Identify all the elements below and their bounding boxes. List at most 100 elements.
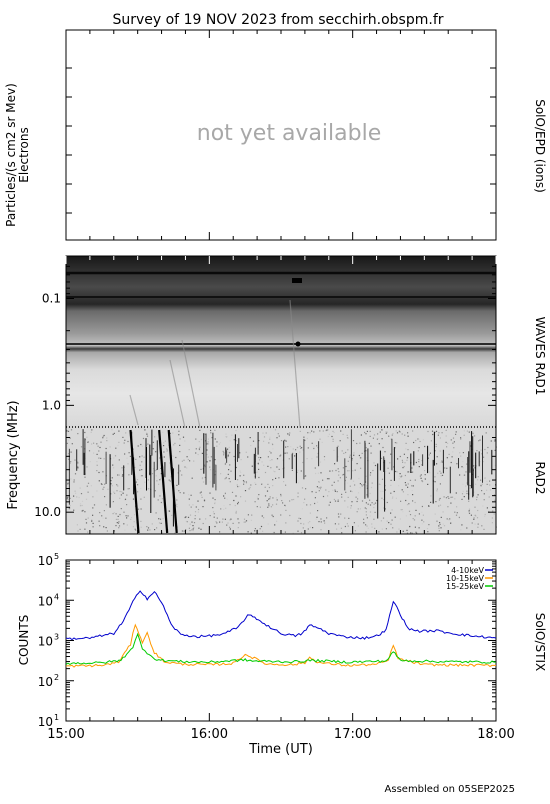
rad2-noise-dot bbox=[176, 506, 178, 508]
rad2-noise-dot bbox=[127, 515, 129, 517]
rad2-noise-dot bbox=[361, 485, 363, 487]
waves-yaxis: 0.1 1.0 10.0 bbox=[34, 265, 496, 519]
rad2-noise-dot bbox=[398, 528, 400, 530]
rad2-noise-dot bbox=[250, 445, 252, 447]
rad2-noise-dot bbox=[279, 455, 281, 457]
rad2-noise-dot bbox=[309, 526, 311, 528]
rad2-noise-dot bbox=[370, 452, 372, 454]
rad2-noise-dot bbox=[394, 442, 396, 444]
rad2-noise-dot bbox=[225, 433, 227, 435]
rad2-noise-dot bbox=[171, 514, 173, 516]
rad2-noise-dot bbox=[309, 432, 311, 434]
rad2-noise-dot bbox=[80, 493, 83, 495]
rad2-noise-dot bbox=[200, 491, 202, 493]
rad2-noise-dot bbox=[70, 478, 72, 480]
rad2-noise-dot bbox=[334, 523, 336, 525]
rad2-noise-dot bbox=[122, 436, 124, 438]
rad2-noise-dot bbox=[491, 517, 493, 519]
rad2-noise-dot bbox=[372, 437, 374, 439]
rad2-noise-dot bbox=[117, 515, 119, 517]
rad2-noise-dot bbox=[315, 491, 317, 493]
rad2-noise-dot bbox=[205, 518, 207, 520]
rad2-noise bbox=[66, 429, 497, 534]
rad2-noise-dot bbox=[67, 430, 70, 432]
rad2-noise-dot bbox=[213, 516, 215, 518]
rad2-noise-dot bbox=[382, 446, 384, 449]
rad2-noise-dot bbox=[201, 496, 203, 498]
rad2-noise-dot bbox=[91, 520, 93, 522]
rad2-noise-dot bbox=[245, 482, 248, 484]
rad2-noise-dot bbox=[280, 493, 282, 496]
rad2-noise-dot bbox=[288, 434, 290, 436]
rad2-noise-dot bbox=[435, 501, 437, 503]
rad2-noise-dot bbox=[87, 482, 90, 484]
rad2-noise-dot bbox=[269, 438, 271, 440]
rad2-noise-dot bbox=[179, 492, 181, 494]
rad2-noise-dot bbox=[118, 430, 120, 432]
rad2-noise-dot bbox=[96, 490, 98, 492]
rad2-noise-dot bbox=[400, 476, 402, 478]
rad2-noise-dot bbox=[125, 432, 127, 434]
rad2-noise-dot bbox=[455, 433, 457, 435]
rad2-noise-dot bbox=[297, 469, 299, 471]
waves-ytick-label: 0.1 bbox=[42, 292, 61, 306]
rad2-noise-dot bbox=[341, 493, 343, 495]
rad2-noise-dot bbox=[140, 443, 142, 446]
rad2-noise-dot bbox=[189, 530, 191, 532]
rad2-noise-dot bbox=[242, 480, 245, 482]
rad2-noise-dot bbox=[318, 490, 320, 492]
rad2-noise-dot bbox=[107, 488, 109, 490]
rad2-noise-dot bbox=[347, 437, 349, 439]
stix-ytick-label: 10 bbox=[38, 675, 53, 689]
rad2-noise-dot bbox=[460, 438, 462, 440]
rad2-noise-dot bbox=[218, 443, 220, 445]
rad2-noise-dot bbox=[163, 451, 165, 453]
rad2-noise-dot bbox=[243, 474, 245, 476]
rad2-noise-dot bbox=[402, 511, 404, 513]
rad2-noise-dot bbox=[103, 434, 105, 437]
rad2-noise-dot bbox=[350, 478, 352, 480]
rad2-noise-dot bbox=[126, 494, 128, 496]
rad2-noise-dot bbox=[448, 497, 450, 499]
rad2-noise-dot bbox=[160, 467, 162, 469]
stix-ytick-exponent: 1 bbox=[54, 713, 59, 722]
rad2-noise-dot bbox=[155, 512, 157, 514]
rad2-noise-dot bbox=[476, 496, 478, 498]
rad2-noise-dot bbox=[290, 446, 292, 448]
rad2-noise-dot bbox=[136, 479, 139, 481]
stix-xlabel: Time (UT) bbox=[248, 742, 313, 757]
rad2-noise-dot bbox=[369, 499, 371, 501]
rad2-noise-dot bbox=[462, 490, 464, 492]
waves-ytick-label: 1.0 bbox=[42, 398, 61, 412]
rad2-noise-dot bbox=[134, 514, 136, 516]
rad2-noise-dot bbox=[119, 497, 121, 499]
rad2-noise-dot bbox=[186, 456, 188, 458]
rad2-noise-dot bbox=[214, 525, 216, 528]
rad2-noise-dot bbox=[357, 498, 359, 500]
rad2-noise-dot bbox=[304, 475, 306, 477]
rad2-noise-dot bbox=[303, 436, 305, 438]
rad2-noise-dot bbox=[381, 528, 383, 530]
rad2-noise-dot bbox=[202, 522, 204, 525]
rad2-noise-dot bbox=[394, 516, 396, 518]
rad2-noise-dot bbox=[158, 518, 160, 520]
rad2-noise-dot bbox=[184, 466, 186, 468]
rad2-noise-dot bbox=[264, 471, 267, 474]
rad2-noise-dot bbox=[442, 511, 444, 513]
rad2-noise-dot bbox=[249, 486, 251, 489]
rad2-noise-dot bbox=[454, 511, 456, 513]
rad2-noise-dot bbox=[319, 488, 322, 490]
rad2-noise-dot bbox=[415, 531, 417, 533]
rad2-noise-dot bbox=[386, 501, 388, 504]
rad2-noise-dot bbox=[213, 513, 215, 515]
rad2-noise-dot bbox=[452, 437, 455, 439]
rad2-noise-dot bbox=[420, 474, 422, 476]
rad2-noise-dot bbox=[469, 485, 471, 487]
rad2-noise-dot bbox=[159, 479, 161, 481]
rad2-noise-dot bbox=[346, 470, 349, 472]
rad2-noise-dot bbox=[446, 457, 448, 459]
rad2-noise-dot bbox=[347, 449, 349, 451]
rad2-noise-dot bbox=[258, 456, 260, 459]
rad2-noise-dot bbox=[291, 469, 293, 471]
legend-label: 4-10keV bbox=[451, 566, 484, 575]
